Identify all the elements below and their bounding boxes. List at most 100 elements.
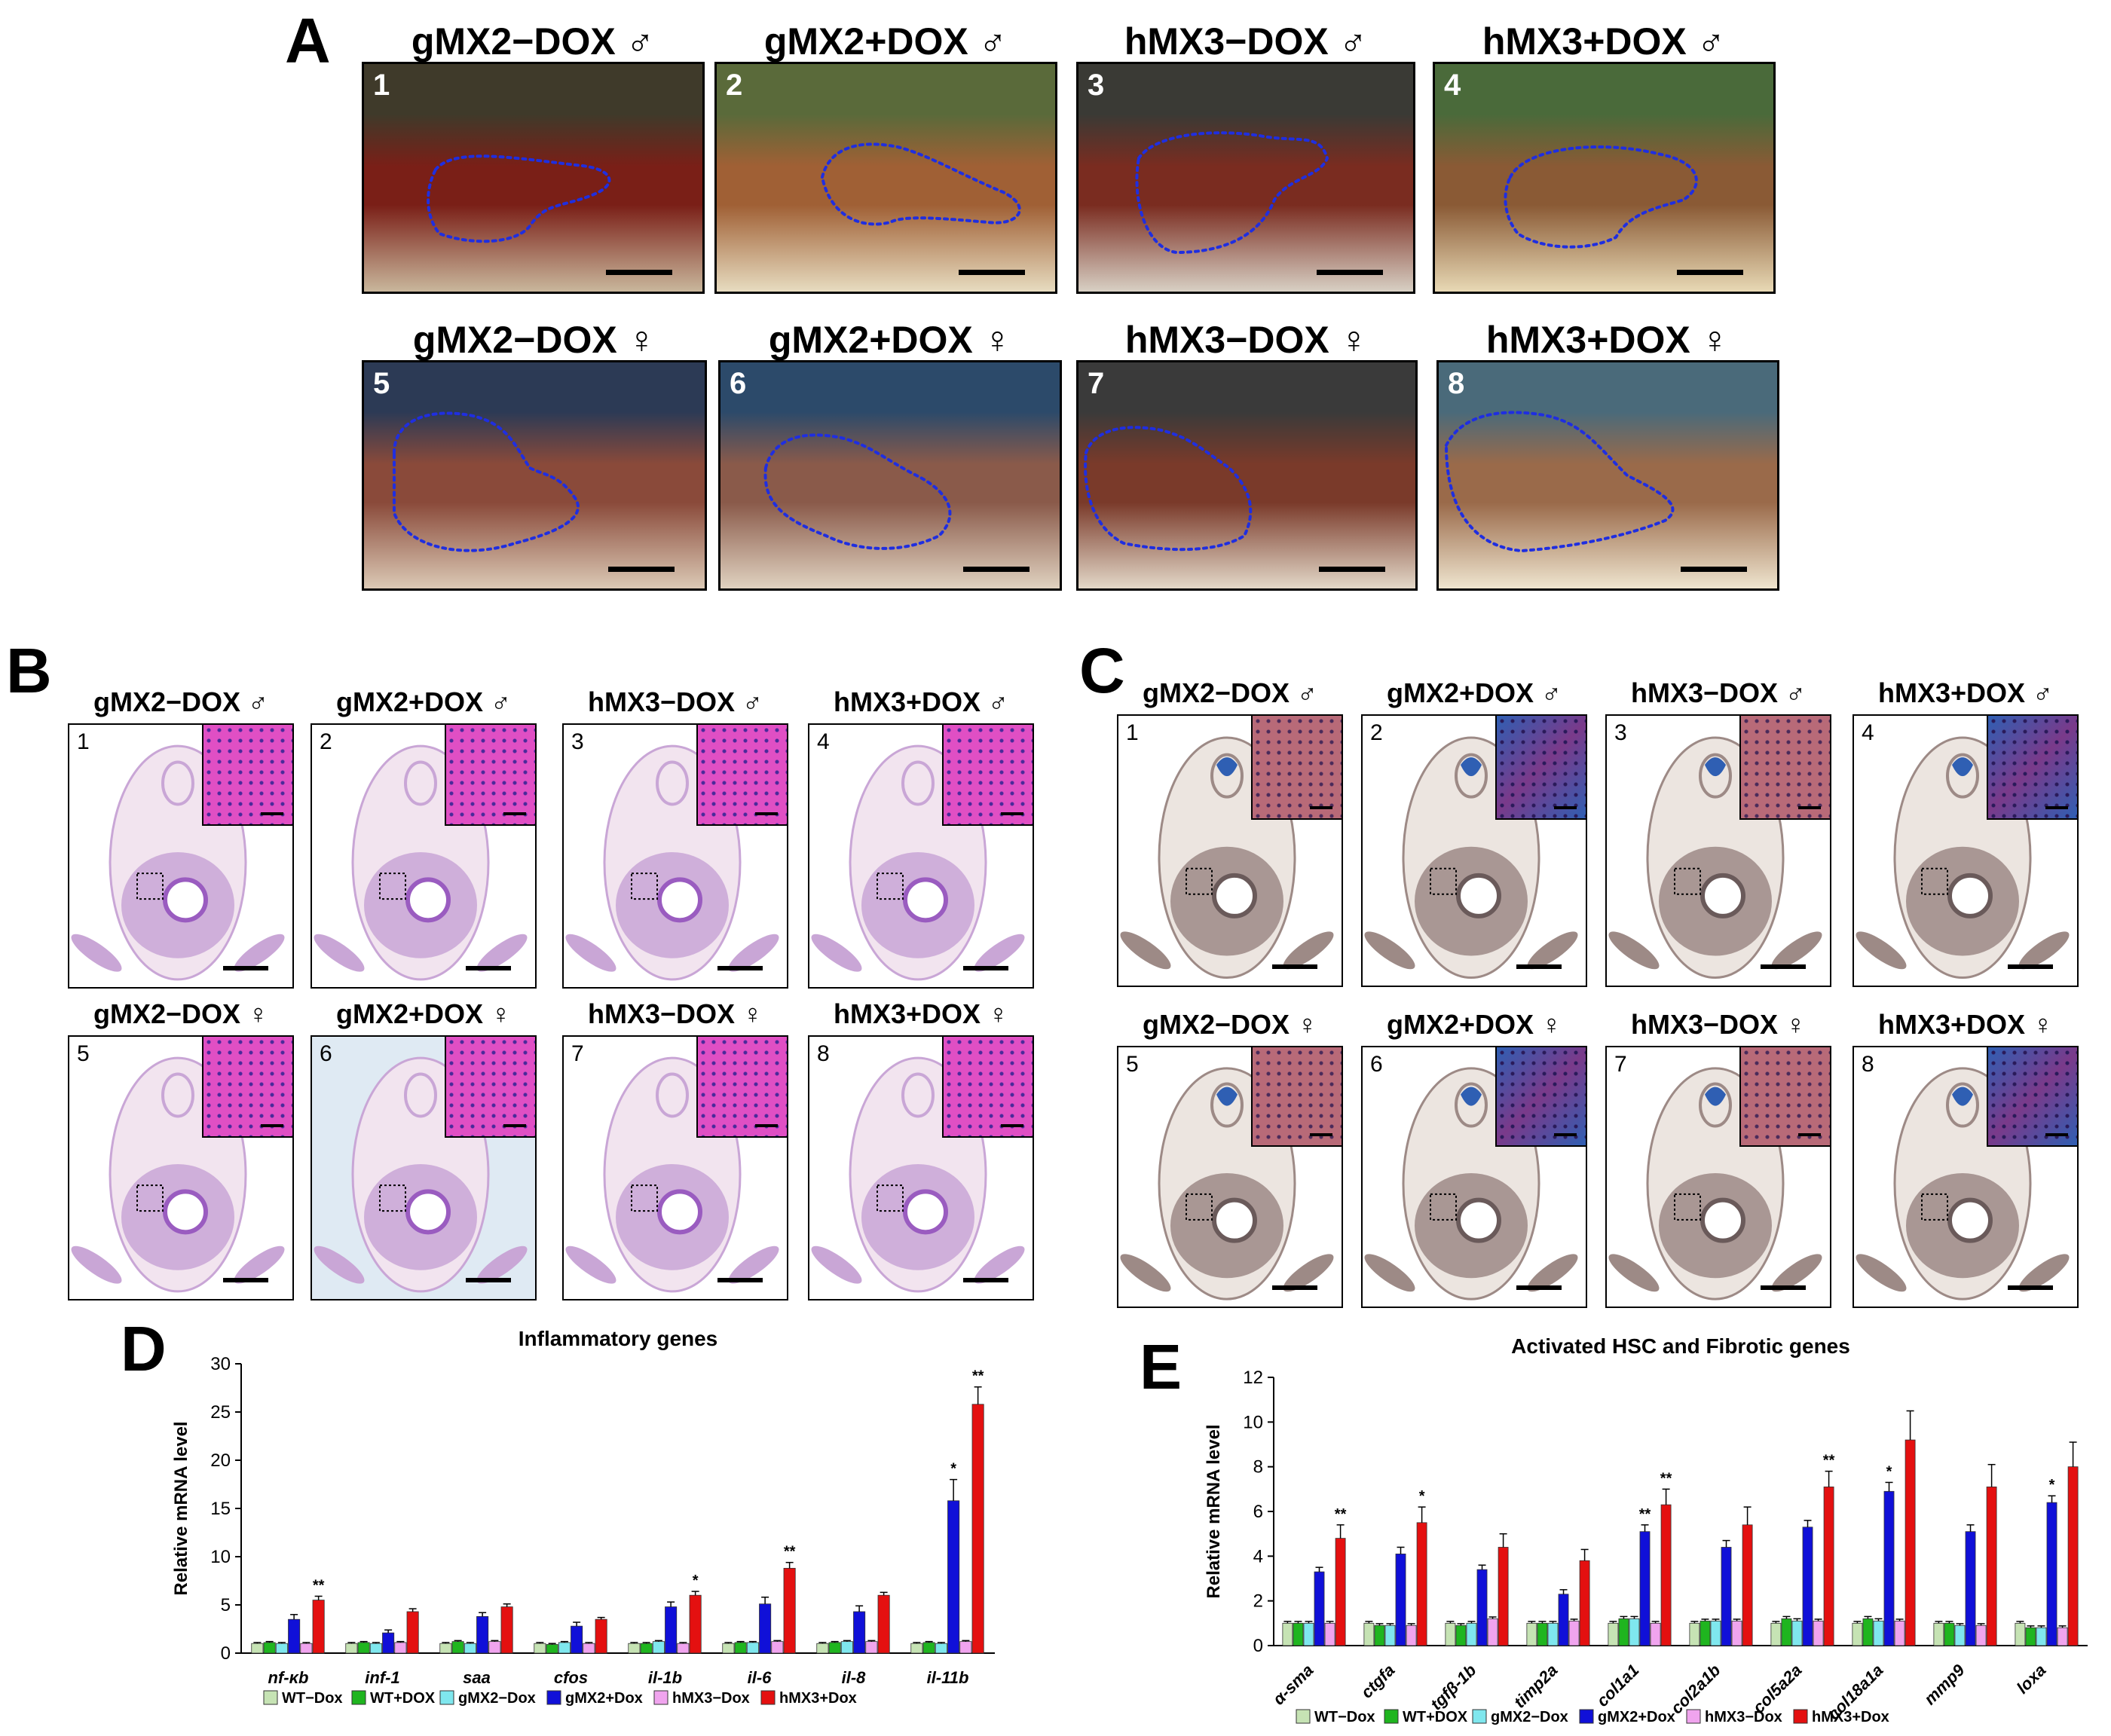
category-label: nf-κb (268, 1668, 309, 1687)
section-number: 7 (1614, 1052, 1627, 1077)
pectoral-fin-right (1771, 1254, 1822, 1292)
legend-swatch (1686, 1709, 1701, 1724)
legend-label: hMX3−Dox (672, 1690, 750, 1707)
panel-e-letter: E (1140, 1331, 1182, 1402)
liver-outline (393, 411, 580, 552)
liver-outline (1444, 411, 1675, 553)
bar-hMX3−Dox-ctgfa (1406, 1624, 1417, 1646)
spinal-cord (1210, 753, 1244, 799)
bar-hMX3−Dox-il-11b (959, 1641, 972, 1654)
intestine (405, 877, 451, 923)
bar-WT+DOX-il-8 (828, 1642, 841, 1654)
magnified-inset (1495, 716, 1586, 820)
bar-gMX2+Dox-tgfβ-1b (1476, 1569, 1488, 1646)
bar-gMX2+Dox-cfos (571, 1625, 583, 1654)
y-tick-label: 8 (1253, 1457, 1263, 1478)
pectoral-fin-right (728, 934, 779, 972)
scale-bar (963, 966, 1008, 970)
bar-hMX3+Dox-inf-1 (406, 1611, 419, 1654)
bar-gMX2−Dox-mmp9 (1954, 1624, 1966, 1646)
inset-scale-bar (755, 1123, 778, 1127)
B-title-2: gMX2+DOX ♂ (335, 686, 512, 717)
bar-gMX2−Dox-col2a1b (1710, 1620, 1721, 1646)
inset-scale-bar (2045, 805, 2068, 809)
legend-swatch (351, 1690, 366, 1705)
inset-scale-bar (1310, 805, 1332, 809)
liver-outline-svg (1084, 426, 1253, 552)
significance-mark: * (950, 1461, 956, 1478)
bar-hMX3−Dox-il-6 (771, 1641, 784, 1654)
bar-WT+DOX-col5a2a (1781, 1618, 1792, 1646)
significance-mark: * (693, 1572, 699, 1589)
bar-WT+DOX-il-6 (734, 1642, 747, 1654)
significance-mark: ** (1639, 1506, 1651, 1523)
legend-swatch (1472, 1709, 1487, 1724)
section-number: 2 (1370, 720, 1383, 745)
section-number: 5 (1126, 1052, 1139, 1077)
bar-hMX3−Dox-α-sma (1324, 1622, 1335, 1646)
category-label: loxa (2013, 1661, 2050, 1698)
pectoral-fin-right (1283, 931, 1334, 970)
pectoral-fin-right (1527, 1254, 1578, 1292)
legend-swatch (439, 1690, 454, 1705)
collagen-stain (1952, 757, 1973, 777)
category-label: il-8 (842, 1668, 867, 1687)
scale-bar (606, 270, 672, 275)
bar-hMX3+Dox-il-6 (783, 1567, 796, 1654)
bar-hMX3+Dox-loxa (2067, 1466, 2079, 1646)
inset-scale-bar (755, 811, 778, 815)
y-tick-label: 25 (210, 1402, 231, 1423)
histology-section-6: 6 (1361, 1046, 1587, 1308)
bar-WT−Dox-inf-1 (345, 1643, 358, 1654)
significance-mark: ** (1335, 1506, 1347, 1523)
intestine (657, 1189, 702, 1235)
bar-gMX2+Dox-saa (476, 1615, 489, 1654)
C-title-6: gMX2+DOX ♀ (1386, 1009, 1562, 1040)
panel-d-letter: D (121, 1313, 167, 1384)
bar-gMX2−Dox-col1a1 (1629, 1618, 1640, 1646)
chart-d: Inflammatory genes Relative mRNA level 0 5 1… (171, 1327, 995, 1707)
spinal-cord (656, 1072, 689, 1118)
bar-gMX2+Dox-col1a1 (1639, 1531, 1651, 1646)
y-axis-label: Relative mRNA level (171, 1421, 191, 1595)
bar-hMX3−Dox-loxa (2057, 1627, 2068, 1646)
chart-title: Activated HSC and Fibrotic genes (1511, 1334, 1850, 1358)
pectoral-fin-left (314, 934, 365, 972)
legend-swatch (653, 1690, 668, 1705)
inset-scale-bar (1798, 1133, 1821, 1137)
spinal-cord (1210, 1082, 1244, 1128)
liver-outline (763, 433, 952, 550)
bar-WT−Dox-il-8 (816, 1643, 829, 1654)
bar-WT−Dox-ctgfa (1363, 1622, 1375, 1646)
inset-scale-bar (1310, 1133, 1332, 1137)
inset-scale-bar (1554, 1133, 1577, 1137)
bar-WT+DOX-timp2a (1537, 1622, 1548, 1646)
bar-WT−Dox-saa (439, 1643, 452, 1654)
pectoral-fin-right (476, 934, 528, 972)
photo-title-4: hMX3+DOX ♂ (1482, 20, 1726, 63)
bar-hMX3−Dox-il-1b (677, 1643, 690, 1654)
intestine (1456, 873, 1501, 918)
significance-mark: ** (784, 1544, 796, 1560)
intestine (163, 1189, 208, 1235)
bar-hMX3+Dox-col2a1b (1742, 1524, 1753, 1646)
liver-photo-4: 4 (1433, 62, 1776, 294)
pectoral-fin-right (2018, 1254, 2070, 1292)
scale-bar (1681, 567, 1747, 572)
collagen-stain (1216, 757, 1238, 777)
bar-WT+DOX-saa (451, 1641, 464, 1654)
bar-gMX2+Dox-col5a2a (1802, 1527, 1813, 1646)
significance-mark: * (1419, 1488, 1425, 1505)
bar-hMX3−Dox-mmp9 (1975, 1624, 1987, 1646)
bar-WT+DOX-tgfβ-1b (1455, 1624, 1467, 1646)
intestine (1947, 1197, 1993, 1243)
legend-swatch (1793, 1709, 1808, 1724)
spinal-cord (901, 1072, 935, 1118)
intestine (1212, 1197, 1257, 1243)
spinal-cord (1946, 753, 1979, 799)
bar-gMX2+Dox-il-8 (853, 1611, 866, 1654)
y-tick-label: 30 (210, 1354, 231, 1374)
legend-label: hMX3+Dox (779, 1690, 857, 1707)
bar-WT−Dox-loxa (2015, 1622, 2026, 1646)
histology-section-1: 1 (1117, 714, 1343, 987)
